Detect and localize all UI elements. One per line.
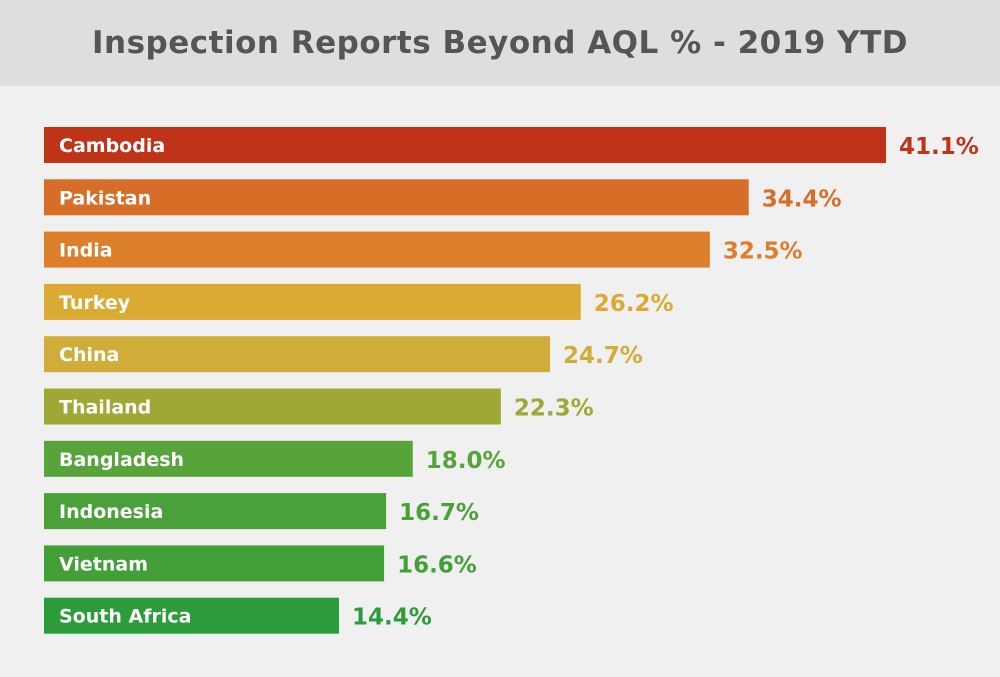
bar	[44, 597, 340, 634]
bar	[44, 179, 749, 216]
value-label: 18.0%	[426, 448, 506, 474]
bar	[44, 545, 385, 582]
bar	[44, 336, 551, 373]
bar-group: India 32.5%	[44, 231, 803, 268]
bar-group: Thailand 22.3%	[44, 388, 594, 425]
bar	[44, 440, 413, 477]
category-label: Thailand	[59, 397, 151, 419]
value-label: 41.1%	[899, 134, 979, 160]
value-label: 16.7%	[399, 500, 479, 526]
bar-group: Pakistan 34.4%	[44, 179, 842, 216]
category-label: Indonesia	[59, 501, 163, 523]
value-label: 26.2%	[594, 291, 674, 317]
category-label: India	[59, 240, 113, 262]
value-label: 24.7%	[563, 343, 643, 369]
bar	[44, 493, 387, 530]
category-label: Vietnam	[59, 553, 148, 575]
bar-group: Vietnam 16.6%	[44, 545, 477, 582]
category-label: China	[59, 344, 119, 366]
bar-group: Bangladesh 18.0%	[44, 440, 506, 477]
bar	[44, 388, 501, 425]
category-label: Bangladesh	[59, 449, 184, 471]
category-label: Pakistan	[59, 187, 151, 209]
value-label: 16.6%	[397, 552, 477, 578]
bar-group: Turkey 26.2%	[44, 283, 674, 320]
value-label: 32.5%	[723, 239, 803, 265]
category-label: Turkey	[59, 292, 131, 314]
bar	[44, 127, 886, 163]
value-label: 14.4%	[352, 605, 432, 631]
bar	[44, 231, 710, 268]
bar-group: China 24.7%	[44, 336, 643, 373]
bar-group: Indonesia 16.7%	[44, 493, 479, 530]
bar-group: Cambodia 41.1%	[44, 127, 979, 163]
title-bar: Inspection Reports Beyond AQL % - 2019 Y…	[0, 0, 1000, 86]
category-label: Cambodia	[59, 135, 165, 157]
category-label: South Africa	[59, 606, 191, 628]
value-label: 34.4%	[762, 186, 842, 212]
chart-title: Inspection Reports Beyond AQL % - 2019 Y…	[92, 25, 908, 61]
bar-group: South Africa 14.4%	[44, 597, 432, 634]
bar	[44, 283, 581, 320]
value-label: 22.3%	[514, 396, 594, 422]
